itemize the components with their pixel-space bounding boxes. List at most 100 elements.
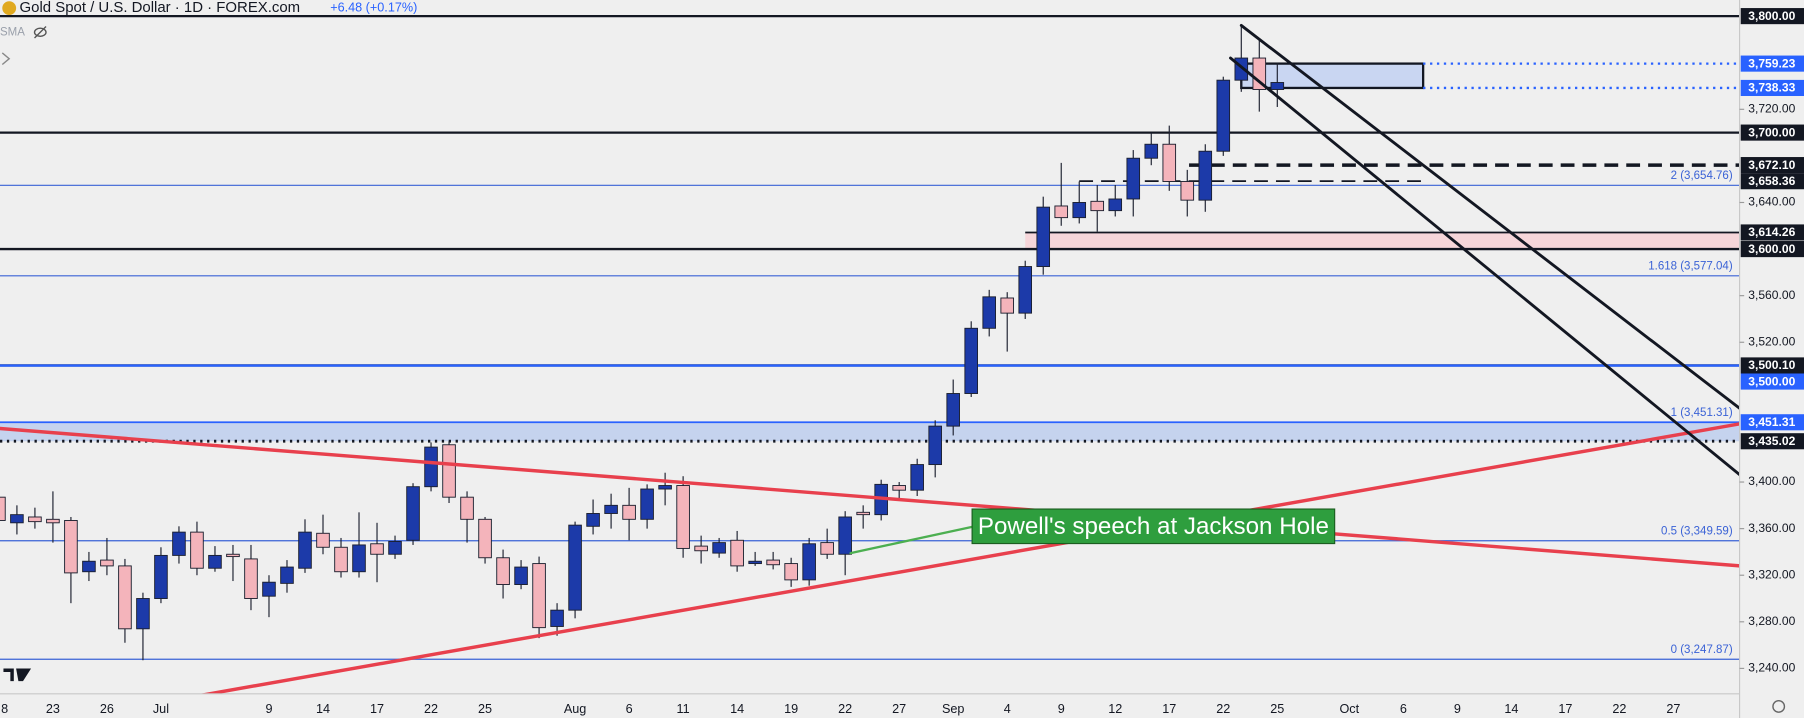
level-label-box <box>1740 373 1804 390</box>
candle-body <box>586 513 600 527</box>
y-tick-label: 3,320.00 <box>1748 567 1795 581</box>
candle-body <box>622 504 636 520</box>
candle-body <box>442 444 456 498</box>
candle-body <box>802 543 816 581</box>
candle-body <box>1054 205 1069 219</box>
candle-body <box>496 557 510 585</box>
candle-body <box>460 496 474 520</box>
candle-body <box>388 540 402 555</box>
candle-body <box>856 511 870 516</box>
candle-body <box>226 553 240 558</box>
symbol-icon <box>2 1 17 15</box>
candle-body <box>334 546 348 573</box>
candle-body <box>262 581 276 597</box>
level-label: 3,500.10 <box>1748 358 1795 372</box>
candle-body <box>892 485 906 491</box>
candle-body <box>82 560 96 573</box>
chart-title: Gold Spot / U.S. Dollar · 1D · FOREX.com <box>20 0 301 16</box>
level-label: 3,800.00 <box>1748 9 1795 23</box>
candle-body <box>0 496 6 521</box>
x-tick-label: 9 <box>265 702 272 716</box>
price-zone <box>1240 62 1425 90</box>
level-label-box <box>1740 241 1804 258</box>
candle-body <box>1144 143 1159 159</box>
x-tick-label: Aug <box>564 702 587 716</box>
x-tick-label: 22 <box>424 702 438 716</box>
candle-body <box>298 531 312 569</box>
y-tick-label: 3,400.00 <box>1748 474 1795 488</box>
level-label: 3,500.00 <box>1748 374 1795 388</box>
logo-mark <box>3 668 32 682</box>
indicator-label[interactable]: SMA <box>0 26 25 38</box>
candle-body <box>532 563 546 629</box>
y-tick-label: 3,640.00 <box>1748 195 1795 209</box>
price-zone <box>1025 232 1740 250</box>
candle-body <box>1072 202 1087 219</box>
x-tick-label: 25 <box>478 702 492 716</box>
annotation-text: Powell's speech at Jackson Hole <box>978 513 1329 540</box>
level-label-box <box>1740 124 1804 141</box>
candle-body <box>568 524 582 611</box>
fib-label: 1.618 (3,577.04) <box>1648 261 1733 273</box>
plot-area: 2 (3,654.76) 1.618 (3,577.04) 1 (3,451.31)… <box>0 14 1740 694</box>
level-label-box <box>1740 173 1804 190</box>
eye-icon[interactable] <box>33 27 47 37</box>
candle-body <box>352 544 366 573</box>
annotation: Powell's speech at Jackson Hole <box>971 508 1336 545</box>
candle-body <box>190 531 204 569</box>
level-label-box <box>1740 414 1804 431</box>
visibility-icon[interactable] <box>33 26 47 39</box>
price-change[interactable]: +6.48 (+0.17%) <box>330 0 417 14</box>
candle-body <box>676 485 690 549</box>
level-label-box <box>1740 224 1804 241</box>
x-tick-label: 22 <box>1612 702 1626 716</box>
fib-label: 0.5 (3,349.59) <box>1661 526 1733 538</box>
x-tick-label: 11 <box>677 702 690 716</box>
x-tick-label: 23 <box>46 702 60 716</box>
candle-body <box>730 539 744 567</box>
level-label-box <box>1740 79 1804 97</box>
fib-label: 2 (3,654.76) <box>1671 170 1733 182</box>
candle-body <box>982 296 996 329</box>
axes: 3,240.00 3,280.00 3,320.00 3,360.00 3,400.00… <box>1 8 1804 716</box>
candle-body <box>748 560 762 565</box>
candle-body <box>1216 79 1231 152</box>
settings-icon[interactable] <box>1772 700 1786 713</box>
x-tick-label: 22 <box>1216 702 1230 716</box>
candle-body <box>910 464 924 491</box>
candle-body <box>280 566 294 584</box>
y-tick-label: 3,240.00 <box>1748 661 1795 675</box>
candle-body <box>550 609 564 627</box>
x-tick-label: 9 <box>1454 702 1461 716</box>
candle-body <box>28 516 42 523</box>
candle-body <box>478 518 492 559</box>
x-tick-label: 25 <box>1270 702 1284 716</box>
x-tick-label: 22 <box>838 702 852 716</box>
x-tick-label: Sep <box>942 702 965 716</box>
candle-body <box>100 559 114 567</box>
x-tick-label: 14 <box>730 702 744 716</box>
candle-body <box>244 558 258 599</box>
fib-label: 1 (3,451.31) <box>1671 407 1733 419</box>
level-label: 3,435.02 <box>1748 434 1795 448</box>
x-tick-label: 27 <box>892 702 906 716</box>
candle-body <box>694 545 708 552</box>
candle-body <box>1252 57 1267 90</box>
candle-body <box>712 542 726 554</box>
x-tick-label: 8 <box>1 702 8 716</box>
collapse-icon[interactable] <box>1 52 11 65</box>
candle-body <box>964 327 978 394</box>
y-tick-label: 3,280.00 <box>1748 614 1795 628</box>
candle-body <box>154 554 168 599</box>
trendline <box>0 426 1740 568</box>
x-tick-label: 12 <box>1108 702 1122 716</box>
x-tick-label: Jul <box>153 702 169 716</box>
fib-label: 0 (3,247.87) <box>1671 644 1733 656</box>
candle-body <box>406 486 420 541</box>
level-label: 3,600.00 <box>1748 242 1795 256</box>
level-label-box <box>1740 357 1804 374</box>
candle-body <box>514 566 528 585</box>
candle-body <box>208 554 222 569</box>
